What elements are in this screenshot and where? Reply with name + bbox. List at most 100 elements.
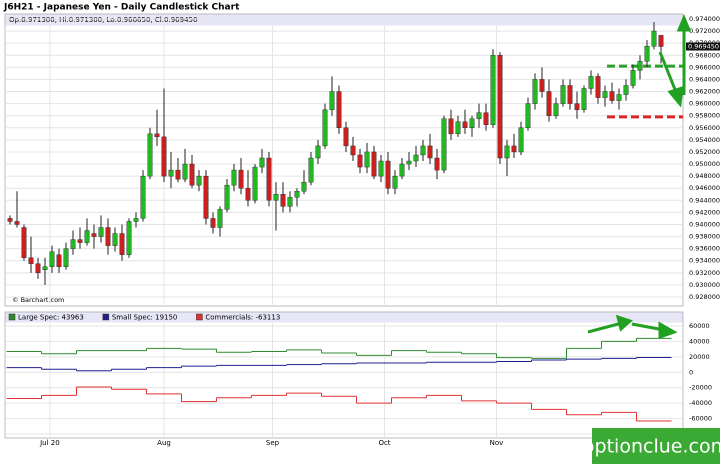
candle-body	[567, 85, 573, 104]
candle-body	[637, 61, 643, 71]
candle-body	[42, 266, 48, 271]
candle-body	[609, 91, 615, 101]
candle-body	[147, 133, 153, 177]
candle-body	[84, 230, 90, 243]
candle-body	[224, 184, 230, 210]
candle-body	[616, 94, 622, 101]
y-tick-label: 0.952000	[689, 148, 720, 156]
legend-swatch	[102, 313, 110, 321]
candle-body	[623, 85, 629, 95]
arrow-head	[667, 85, 684, 108]
x-tick-label: Jul 20	[39, 439, 60, 447]
candle-body	[231, 169, 237, 186]
candle-body	[448, 118, 454, 135]
candle-body	[77, 239, 83, 243]
candle-body	[434, 157, 440, 171]
candle-body	[518, 127, 524, 153]
candle-body	[469, 118, 475, 128]
y-tick-label: 0.954000	[689, 136, 720, 144]
y-tick-label: 0.930000	[689, 281, 720, 289]
legend-swatch	[8, 313, 16, 321]
arrow	[587, 321, 623, 334]
candle-body	[532, 79, 538, 104]
legend-swatch	[196, 313, 203, 321]
candle-body	[553, 103, 559, 116]
y-tick-label: 0.972000	[689, 27, 720, 35]
candle-body	[189, 163, 195, 186]
y-tick-label: 0.928000	[689, 293, 720, 301]
arrow-head	[615, 314, 633, 332]
y-tick-label: 0.958000	[689, 112, 720, 120]
y-tick-label: 0.950000	[689, 160, 720, 168]
candle-body	[357, 154, 363, 168]
candle-body	[546, 91, 552, 116]
x-tick-label: Nov	[490, 439, 504, 447]
ohlc-info: Op:0.971300, Hi:0.971300, Lo:0.966650, C…	[9, 16, 197, 24]
candle-body	[294, 191, 300, 198]
arrow-head	[676, 14, 692, 32]
candle-body	[273, 194, 279, 201]
candle-body	[119, 233, 125, 255]
candle-body	[651, 30, 657, 47]
y-tick-label: 0.942000	[689, 208, 720, 216]
candle-body	[210, 218, 216, 228]
y-tick-label: -40000	[689, 399, 712, 407]
candle-body	[154, 133, 160, 138]
y-tick-label: 20000	[689, 353, 710, 361]
arrow-head	[658, 321, 678, 340]
y-tick-label: 60000	[689, 322, 710, 330]
last-price-box	[686, 42, 720, 51]
candle-body	[602, 91, 608, 98]
candle-body	[203, 175, 209, 219]
candle-body	[399, 163, 405, 177]
candle-body	[343, 127, 349, 147]
candle-body	[364, 151, 370, 168]
candle-body	[126, 221, 132, 255]
candle-body	[392, 175, 398, 189]
chart-title: J6H21 - Japanese Yen - Daily Candlestick…	[3, 3, 240, 13]
y-tick-label: 0.946000	[689, 184, 720, 192]
y-tick-label: 0.932000	[689, 269, 720, 277]
y-tick-label: 0	[689, 368, 693, 376]
candle-body	[21, 227, 27, 258]
price-panel	[4, 13, 684, 307]
y-tick-label: 0.962000	[689, 88, 720, 96]
candle-body	[161, 136, 167, 177]
y-tick-label: -20000	[689, 384, 712, 392]
candle-body	[588, 76, 594, 89]
y-tick-label: 0.944000	[689, 196, 720, 204]
candle-body	[490, 55, 496, 125]
candle-body	[441, 118, 447, 171]
candle-body	[525, 103, 531, 128]
candle-body	[56, 254, 62, 267]
candle-body	[259, 157, 265, 168]
candle-body	[168, 169, 174, 177]
candle-body	[504, 145, 510, 159]
candle-body	[378, 160, 384, 177]
cot-panel	[4, 311, 684, 439]
candle-body	[252, 166, 258, 201]
candle-body	[280, 194, 286, 207]
annotation-arrows	[587, 14, 692, 340]
candle-body	[308, 157, 314, 183]
candle-body	[497, 55, 503, 159]
y-tick-label: 0.940000	[689, 220, 720, 228]
candle-body	[14, 221, 20, 225]
candle-body	[427, 145, 433, 159]
y-tick-label: 0.956000	[689, 124, 720, 132]
candle-body	[112, 233, 118, 246]
last-price-label: 0.969450	[688, 42, 719, 50]
candle-body	[644, 45, 650, 62]
candle-body	[301, 181, 307, 192]
candle-body	[455, 121, 461, 135]
candle-body	[462, 121, 468, 128]
candle-body	[511, 145, 517, 153]
candle-body	[371, 151, 377, 177]
x-tick-label: Aug	[157, 439, 171, 447]
candle-body	[406, 160, 412, 165]
candle-body	[574, 103, 580, 110]
candle-body	[98, 227, 104, 237]
candle-body	[539, 79, 545, 92]
candle-body	[483, 112, 489, 125]
candle-body	[336, 91, 342, 128]
